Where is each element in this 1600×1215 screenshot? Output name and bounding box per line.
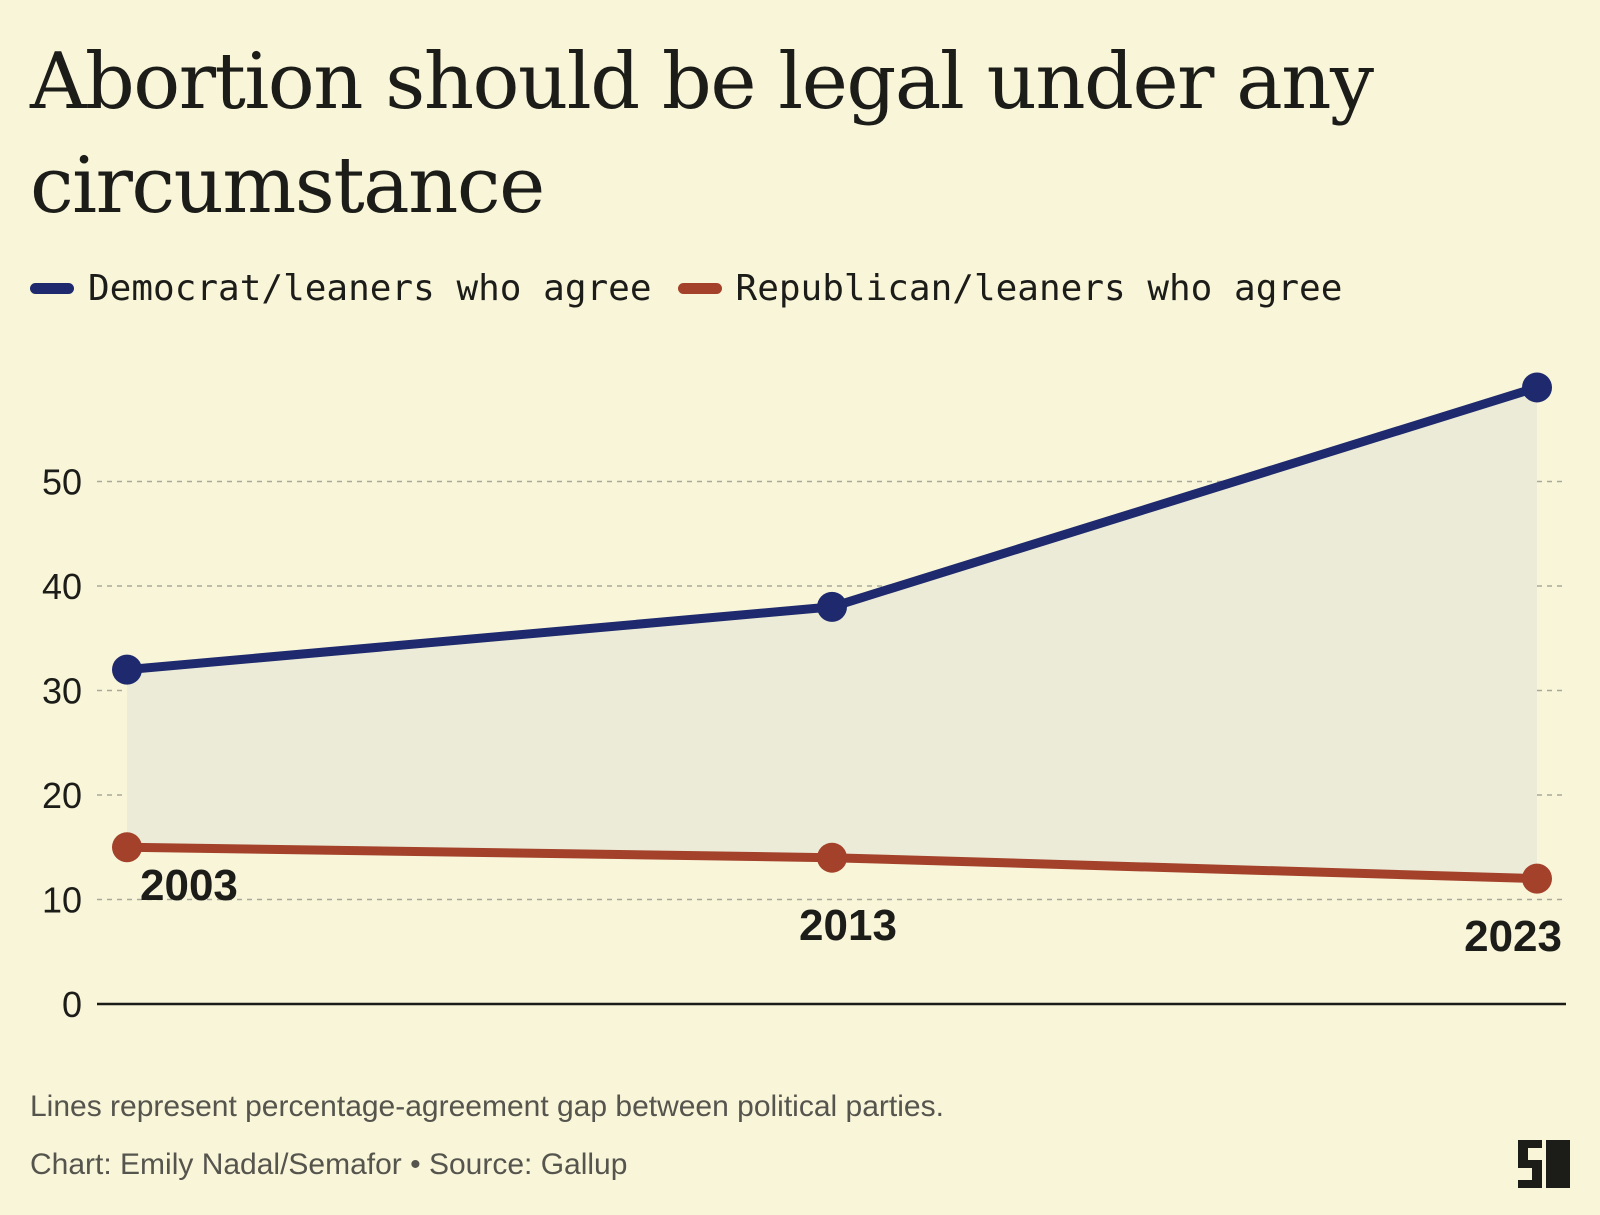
data-point-democrat-2003: [112, 654, 142, 685]
legend-item-democrat: Democrat/leaners who agree: [30, 268, 652, 309]
y-tick-label-10: 10: [42, 880, 82, 921]
data-point-republican-2003: [112, 832, 142, 863]
legend-item-republican: Republican/leaners who agree: [677, 268, 1343, 309]
legend-swatch-republican: [677, 283, 722, 294]
x-category-label-2003: 2003: [140, 861, 238, 910]
legend-label-democrat: Democrat/leaners who agree: [88, 268, 652, 309]
legend: Democrat/leaners who agree Republican/le…: [30, 268, 1368, 309]
legend-label-republican: Republican/leaners who agree: [735, 268, 1343, 309]
y-tick-label-30: 30: [42, 671, 82, 712]
data-point-democrat-2013: [817, 591, 847, 622]
x-category-label-2023: 2023: [1464, 912, 1562, 961]
semafor-logo-icon: [1518, 1140, 1570, 1188]
data-point-republican-2013: [817, 842, 847, 873]
chart-note: Lines represent percentage-agreement gap…: [30, 1090, 944, 1123]
gap-area: [127, 387, 1537, 879]
data-point-republican-2023: [1522, 863, 1552, 894]
y-tick-label-20: 20: [42, 775, 82, 816]
chart-credit: Chart: Emily Nadal/Semafor • Source: Gal…: [30, 1148, 628, 1181]
y-tick-label-50: 50: [42, 462, 82, 503]
x-category-label-2013: 2013: [799, 901, 897, 950]
line-chart: 0 10 20 30 40 50 2003 2013 2023: [42, 372, 1566, 1025]
chart-title: Abortion should be legal under any circu…: [30, 37, 1374, 231]
y-tick-label-40: 40: [42, 566, 82, 607]
y-tick-label-0: 0: [62, 984, 82, 1025]
data-point-democrat-2023: [1522, 372, 1552, 403]
legend-swatch-democrat: [30, 283, 74, 294]
